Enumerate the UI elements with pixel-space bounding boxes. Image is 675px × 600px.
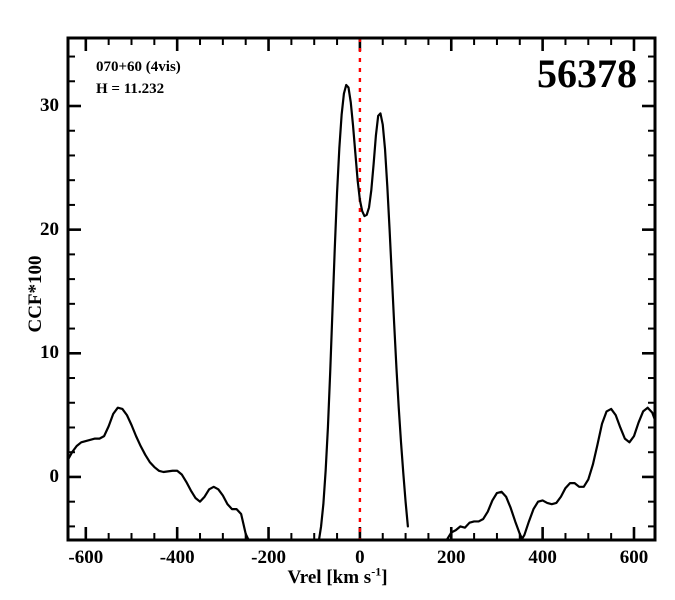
ccf-data-curve xyxy=(68,83,655,540)
x-tick-label: -600 xyxy=(68,547,104,568)
x-tick-label: 600 xyxy=(619,547,649,568)
y-tick-label: 0 xyxy=(49,465,60,487)
x-tick-label: 200 xyxy=(437,547,466,568)
x-tick-label: 400 xyxy=(528,547,557,568)
x-tick-label: 0 xyxy=(355,547,365,568)
major-ticks xyxy=(68,38,655,540)
y-tick-label: 20 xyxy=(40,218,59,240)
y-tick-label: 30 xyxy=(40,95,59,116)
mjd-label: 56378 xyxy=(537,51,637,96)
y-axis-title: CCF*100 xyxy=(25,255,46,333)
x-axis-title-text: Vrel [km s-1] xyxy=(287,565,388,589)
y-tick-label: 10 xyxy=(40,342,59,364)
x-tick-label: -200 xyxy=(251,547,286,568)
x-axis-title: Vrel [km s-1] xyxy=(0,565,675,589)
target-id-label: 070+60 (4vis) xyxy=(96,59,181,75)
h-magnitude-label: H = 11.232 xyxy=(96,80,165,97)
x-tick-label: -400 xyxy=(159,547,195,568)
plot-frame xyxy=(66,36,657,542)
annotation-block: 070+60 (4vis) H = 11.232 xyxy=(96,57,181,101)
